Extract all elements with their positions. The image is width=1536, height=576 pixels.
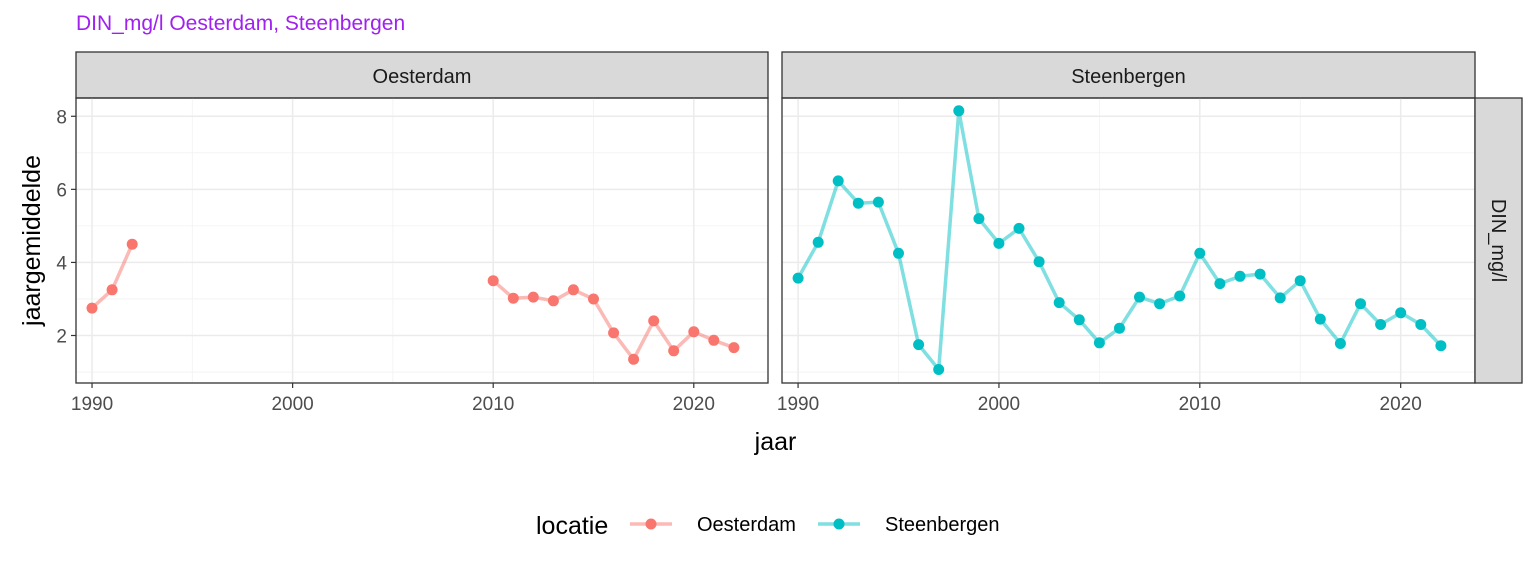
panel-border bbox=[75, 97, 769, 384]
data-point bbox=[893, 247, 904, 259]
data-point bbox=[1093, 337, 1105, 349]
data-point bbox=[507, 292, 519, 304]
facet-row-strip bbox=[1474, 97, 1523, 384]
data-point bbox=[872, 196, 884, 208]
x-tick-label: 2020 bbox=[673, 394, 715, 415]
data-point bbox=[1174, 290, 1186, 302]
x-tick-label: 1990 bbox=[71, 394, 113, 415]
data-point bbox=[1114, 322, 1125, 334]
y-tick-label: 2 bbox=[56, 327, 67, 348]
data-point bbox=[1033, 256, 1045, 268]
data-point bbox=[588, 293, 599, 305]
data-point bbox=[1194, 247, 1206, 259]
data-point bbox=[1254, 268, 1266, 280]
legend: locatie Oesterdam Steenbergen bbox=[536, 512, 1000, 540]
data-point bbox=[86, 302, 98, 314]
data-point bbox=[852, 197, 864, 209]
data-point bbox=[953, 105, 965, 117]
y-tick-label: 8 bbox=[56, 107, 67, 128]
series-line-oesterdam bbox=[90, 243, 134, 310]
data-point bbox=[832, 175, 844, 187]
data-point bbox=[1154, 298, 1166, 310]
data-point bbox=[1375, 319, 1387, 330]
data-point bbox=[1214, 278, 1226, 290]
data-point bbox=[1053, 297, 1065, 309]
data-point bbox=[126, 238, 138, 250]
facet-strip-label: Steenbergen bbox=[1071, 66, 1186, 88]
legend-title: locatie bbox=[536, 512, 608, 540]
data-point bbox=[648, 315, 660, 327]
panel-oesterdam: Oesterdam bbox=[75, 51, 769, 388]
panel-steenbergen: Steenbergen bbox=[781, 51, 1476, 388]
data-point bbox=[1274, 292, 1286, 304]
data-point bbox=[547, 295, 559, 307]
data-point bbox=[812, 236, 824, 248]
facet-strip bbox=[75, 51, 769, 99]
data-point bbox=[527, 291, 539, 303]
data-point bbox=[1073, 314, 1085, 326]
legend-key-point bbox=[645, 518, 657, 530]
data-point bbox=[106, 284, 118, 296]
x-tick-label: 2000 bbox=[978, 394, 1020, 415]
x-tick-label: 2010 bbox=[1179, 394, 1221, 415]
data-point bbox=[1355, 298, 1366, 310]
x-axis-title: jaar bbox=[754, 428, 797, 456]
x-tick-label: 2000 bbox=[271, 394, 313, 415]
y-tick-label: 4 bbox=[56, 253, 67, 274]
panel-border bbox=[781, 97, 1476, 384]
data-point bbox=[628, 353, 640, 365]
data-point bbox=[993, 237, 1005, 249]
x-tick-label: 2010 bbox=[472, 394, 514, 415]
facet-strip bbox=[781, 51, 1476, 99]
data-point bbox=[1334, 338, 1346, 349]
x-tick-label: 2020 bbox=[1380, 394, 1422, 415]
data-point bbox=[933, 364, 945, 375]
data-point bbox=[608, 327, 620, 339]
facet-strip-label: Oesterdam bbox=[373, 66, 472, 88]
data-point bbox=[567, 284, 579, 296]
legend-label: Steenbergen bbox=[885, 514, 1000, 536]
legend-key-point bbox=[833, 518, 845, 530]
data-point bbox=[792, 272, 804, 284]
data-point bbox=[1314, 313, 1326, 325]
y-axis-title: jaargemiddelde bbox=[18, 155, 46, 327]
data-point bbox=[1294, 275, 1306, 287]
data-point bbox=[688, 326, 700, 338]
data-point bbox=[1415, 319, 1427, 330]
legend-label: Oesterdam bbox=[697, 514, 796, 536]
data-point bbox=[1013, 222, 1025, 234]
series-line-oesterdam bbox=[492, 279, 735, 362]
data-point bbox=[668, 345, 680, 357]
facet-row-label: DIN_mg/l bbox=[1487, 199, 1509, 282]
data-point bbox=[913, 339, 925, 351]
data-point bbox=[487, 275, 499, 287]
data-point bbox=[1234, 270, 1246, 282]
data-point bbox=[973, 213, 985, 225]
chart-title: DIN_mg/l Oesterdam, Steenbergen bbox=[76, 12, 406, 35]
data-point bbox=[1134, 291, 1145, 303]
y-tick-label: 6 bbox=[56, 180, 67, 201]
data-point bbox=[728, 342, 740, 354]
x-tick-label: 1990 bbox=[777, 394, 819, 415]
data-point bbox=[1395, 307, 1407, 319]
data-point bbox=[708, 334, 720, 346]
data-point bbox=[1435, 340, 1447, 352]
